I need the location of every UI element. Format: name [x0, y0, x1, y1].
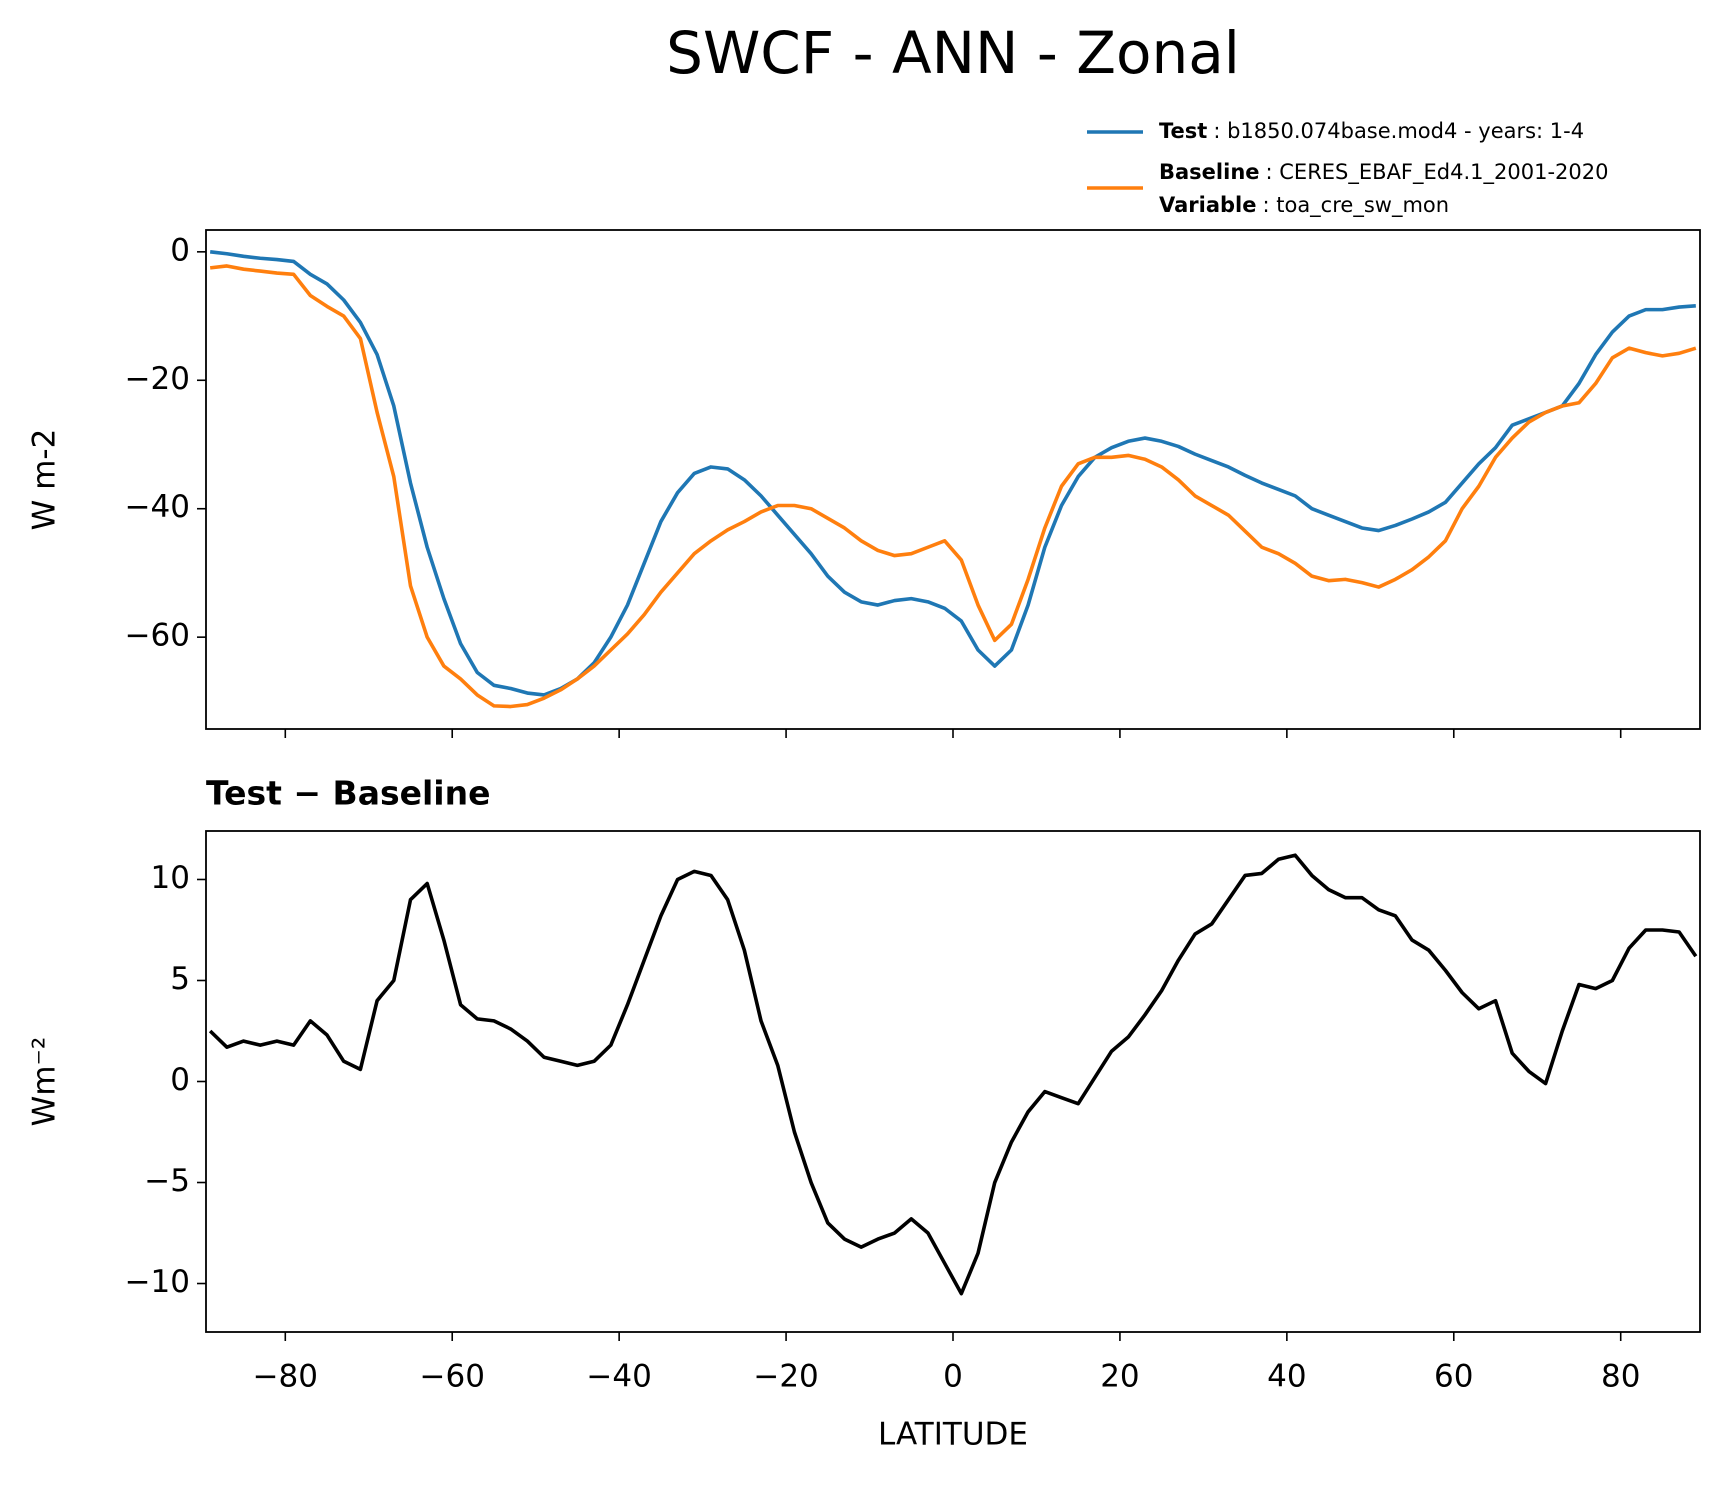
- series-line: [209, 250, 1696, 697]
- series-line: [209, 264, 1697, 709]
- x-tick-label: 60: [1434, 1359, 1473, 1395]
- legend-label: Baseline: CERES_EBAF_Ed4.1_2001-2020: [1159, 160, 1608, 185]
- y-axis-label: Wm⁻²: [27, 1037, 63, 1127]
- legend-description: : CERES_EBAF_Ed4.1_2001-2020: [1266, 160, 1609, 185]
- legend-name: Test: [1159, 119, 1207, 143]
- y-tick-label: 5: [170, 961, 190, 997]
- axes-frame: [205, 229, 1701, 730]
- x-axis-label: LATITUDE: [878, 1417, 1028, 1453]
- x-tick-label: −80: [253, 1359, 318, 1395]
- legend-description: : b1850.074base.mod4 - years: 1-4: [1213, 119, 1584, 143]
- y-tick-label: −5: [144, 1163, 190, 1199]
- legend-name: Baseline: [1159, 160, 1260, 184]
- legend-name: Variable: [1159, 193, 1256, 217]
- x-tick-label: −60: [420, 1359, 485, 1395]
- x-tick-label: −20: [753, 1359, 818, 1395]
- x-tick-label: 20: [1100, 1359, 1139, 1395]
- y-tick-label: 0: [170, 232, 190, 268]
- y-tick-label: −40: [125, 489, 190, 525]
- figure-title: SWCF - ANN - Zonal: [666, 19, 1240, 87]
- x-tick-label: 80: [1601, 1359, 1640, 1395]
- axes-title: Test − Baseline: [206, 774, 491, 813]
- legend-description: : toa_cre_sw_mon: [1262, 193, 1449, 218]
- series-line: [208, 853, 1698, 1296]
- legend-label: Test: b1850.074base.mod4 - years: 1-4: [1159, 119, 1584, 143]
- legend-label: Variable: toa_cre_sw_mon: [1159, 193, 1449, 218]
- y-tick-label: −20: [125, 361, 190, 397]
- y-tick-label: 10: [151, 860, 190, 896]
- axes-frame: [205, 830, 1701, 1333]
- x-tick-label: 40: [1267, 1359, 1306, 1395]
- y-tick-label: −10: [125, 1264, 190, 1300]
- x-tick-label: −40: [586, 1359, 651, 1395]
- y-tick-label: 0: [170, 1062, 190, 1098]
- y-tick-label: −60: [125, 618, 190, 654]
- x-tick-label: 0: [943, 1359, 963, 1395]
- y-axis-label: W m-2: [27, 429, 63, 531]
